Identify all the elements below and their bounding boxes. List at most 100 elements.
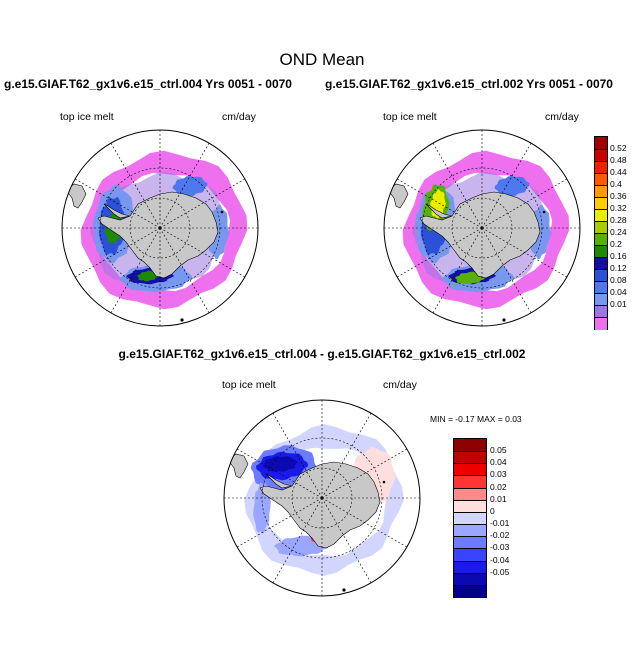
meridian-line <box>481 142 532 229</box>
meridian-line <box>321 497 408 548</box>
colorbar-box <box>595 185 607 198</box>
meridian-line <box>481 178 568 229</box>
meridian-line <box>159 178 246 229</box>
diff-darkest <box>262 456 298 472</box>
antarctica-landmass <box>259 461 381 549</box>
south-america-tip <box>387 183 409 209</box>
meridian-line <box>396 178 483 229</box>
colorbar-tick-label: 0.01 <box>610 299 627 309</box>
meridian-line <box>321 448 408 499</box>
colorbar-tick-label: 0.02 <box>490 481 507 492</box>
antarctic-peninsula <box>103 203 131 219</box>
left-polar-map <box>61 129 259 327</box>
right-polar-map <box>383 129 581 327</box>
colorbar-tick-label: 0.36 <box>610 191 627 201</box>
island-marker <box>542 210 546 214</box>
colorbar-box <box>454 584 486 598</box>
colorbar-box <box>454 499 486 513</box>
colorbar-tick-label: 0.2 <box>610 239 622 249</box>
field-high-3 <box>137 270 159 282</box>
colorbar-box <box>454 475 486 489</box>
colorbar-box <box>454 524 486 538</box>
colorbar-tick-label: 0.04 <box>490 457 507 468</box>
left-variable-label: top ice melt <box>60 111 114 123</box>
difference-polar-map <box>223 399 421 597</box>
colorbar-box <box>595 269 607 282</box>
colorbar-tick-label: 0.03 <box>490 469 507 480</box>
meridian-line <box>481 227 568 278</box>
antarctic-peninsula <box>425 203 453 219</box>
field-east <box>494 176 530 196</box>
antarctica-landmass <box>97 191 219 279</box>
colorbar-box <box>454 511 486 526</box>
colorbar-box <box>454 463 486 477</box>
diff-units-label: cm/day <box>383 379 417 391</box>
colorbar-tick-label: 0.48 <box>610 155 627 165</box>
colorbar-box <box>454 560 486 574</box>
antarctic-peninsula <box>265 473 293 489</box>
south-america-tip <box>227 453 249 479</box>
colorbar-tick-label: 0.28 <box>610 215 627 225</box>
colorbar-box <box>595 245 607 258</box>
right-case-title: g.e15.GIAF.T62_gx1v6.e15_ctrl.002 Yrs 00… <box>325 77 613 91</box>
colorbar-box <box>595 209 607 222</box>
right-units-label: cm/day <box>545 111 579 123</box>
colorbar-box <box>454 548 486 562</box>
island-marker <box>342 588 346 592</box>
colorbar-tick-label: -0.03 <box>490 542 510 553</box>
colorbar-tick-label: 0.52 <box>610 143 627 153</box>
colorbar-tick-label: 0.44 <box>610 167 627 177</box>
difference-title: g.e15.GIAF.T62_gx1v6.e15_ctrl.004 - g.e1… <box>118 347 526 361</box>
meridian-line <box>159 227 246 278</box>
meridian-line <box>321 412 372 499</box>
meridian-line <box>159 142 210 229</box>
meridian-line <box>74 178 161 229</box>
colorbar-tick-label: -0.01 <box>490 518 510 529</box>
right-variable-label: top ice melt <box>383 111 437 123</box>
colorbar-box <box>595 161 607 174</box>
map-border <box>223 399 421 597</box>
colorbar-tick-label: -0.05 <box>490 566 510 577</box>
colorbar-tick-label: -0.02 <box>490 530 510 541</box>
meridian-line <box>236 448 323 499</box>
colorbar-box <box>595 293 607 306</box>
colorbar-box <box>595 305 607 318</box>
figure-title: OND Mean <box>279 50 365 69</box>
main-colorbar <box>594 136 608 330</box>
colorbar-tick-label: 0.32 <box>610 203 627 213</box>
diff-variable-label: top ice melt <box>222 379 276 391</box>
colorbar-box <box>454 439 486 452</box>
antarctica-landmass <box>419 191 541 279</box>
colorbar-tick-label: 0.24 <box>610 227 627 237</box>
colorbar-box <box>595 257 607 270</box>
island-marker <box>180 318 184 322</box>
meridian-line <box>432 227 483 314</box>
colorbar-tick-label: 0.04 <box>610 287 627 297</box>
map-border <box>61 129 259 327</box>
island-marker <box>502 318 506 322</box>
meridian-line <box>396 227 483 278</box>
meridian-line <box>110 227 161 314</box>
colorbar-tick-label: -0.04 <box>490 554 510 565</box>
colorbar-tick-label: 0.05 <box>490 445 507 456</box>
colorbar-tick-label: 0.16 <box>610 251 627 261</box>
colorbar-box <box>595 149 607 162</box>
colorbar-box <box>454 572 486 586</box>
left-case-title: g.e15.GIAF.T62_gx1v6.e15_ctrl.004 Yrs 00… <box>4 77 292 91</box>
colorbar-box <box>595 317 607 330</box>
meridian-line <box>74 227 161 278</box>
meridian-line <box>236 497 323 548</box>
meridian-line <box>110 142 161 229</box>
meridian-line <box>432 142 483 229</box>
island-marker <box>382 480 386 484</box>
colorbar-tick-label: 0.01 <box>490 493 507 504</box>
island-marker <box>220 210 224 214</box>
colorbar-tick-label: 0.08 <box>610 275 627 285</box>
meridian-line <box>272 412 323 499</box>
colorbar-box <box>595 137 607 149</box>
meridian-line <box>481 227 532 314</box>
min-max-readout: MIN = -0.17 MAX = 0.03 <box>430 414 522 424</box>
colorbar-box <box>595 197 607 210</box>
colorbar-box <box>454 487 486 501</box>
left-units-label: cm/day <box>222 111 256 123</box>
